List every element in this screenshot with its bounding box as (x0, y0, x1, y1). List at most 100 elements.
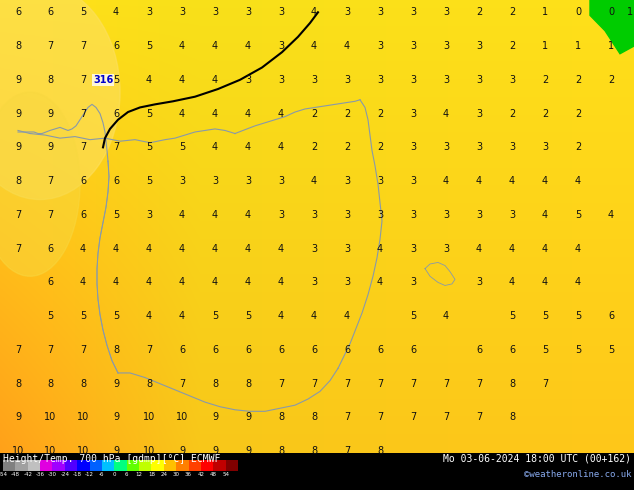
Text: 2: 2 (575, 142, 581, 152)
Text: 3: 3 (179, 7, 185, 17)
Text: 4: 4 (575, 244, 581, 254)
Text: 8: 8 (377, 446, 383, 456)
Text: 10: 10 (44, 446, 56, 456)
Text: 9: 9 (212, 446, 218, 456)
Text: 3: 3 (278, 176, 284, 186)
Text: 3: 3 (278, 7, 284, 17)
Text: 3: 3 (410, 210, 416, 220)
Text: 3: 3 (344, 277, 350, 288)
Text: 3: 3 (377, 75, 383, 85)
Text: 4: 4 (278, 311, 284, 321)
Text: 9: 9 (113, 446, 119, 456)
Text: 7: 7 (344, 446, 350, 456)
Text: 42: 42 (197, 472, 204, 477)
Text: 3: 3 (311, 75, 317, 85)
Text: 3: 3 (410, 142, 416, 152)
Text: 1: 1 (608, 41, 614, 51)
Text: 6: 6 (377, 345, 383, 355)
Text: 4: 4 (278, 142, 284, 152)
Text: 4: 4 (245, 109, 251, 119)
Text: 3: 3 (509, 142, 515, 152)
Ellipse shape (0, 92, 80, 276)
Text: 8: 8 (47, 75, 53, 85)
Text: 5: 5 (542, 311, 548, 321)
Text: 30: 30 (172, 472, 179, 477)
Text: 8: 8 (15, 41, 21, 51)
Text: 9: 9 (47, 109, 53, 119)
Text: 4: 4 (179, 109, 185, 119)
Bar (226, 460, 238, 471)
Bar (77, 460, 89, 471)
Text: -30: -30 (48, 472, 57, 477)
Text: 5: 5 (575, 311, 581, 321)
Text: 0: 0 (608, 7, 614, 17)
Text: 6: 6 (212, 345, 218, 355)
Text: 0: 0 (575, 7, 581, 17)
Text: 7: 7 (15, 210, 21, 220)
Text: 9: 9 (245, 413, 251, 422)
Bar (176, 460, 188, 471)
Bar (65, 460, 77, 471)
Text: 4: 4 (212, 210, 218, 220)
Text: 7: 7 (476, 379, 482, 389)
Text: 7: 7 (377, 413, 383, 422)
Text: 8: 8 (15, 176, 21, 186)
Text: 6: 6 (245, 345, 251, 355)
Text: 4: 4 (245, 41, 251, 51)
Text: 7: 7 (15, 244, 21, 254)
Text: 3: 3 (377, 176, 383, 186)
Text: 0: 0 (113, 472, 116, 477)
Bar (127, 460, 139, 471)
Text: 3: 3 (146, 210, 152, 220)
Text: 3: 3 (443, 210, 449, 220)
Text: 4: 4 (212, 75, 218, 85)
Text: 4: 4 (509, 277, 515, 288)
Text: 2: 2 (377, 142, 383, 152)
Text: 18: 18 (148, 472, 155, 477)
Text: 5: 5 (146, 142, 152, 152)
Text: 5: 5 (113, 75, 119, 85)
Text: 2: 2 (542, 75, 548, 85)
Text: 4: 4 (542, 244, 548, 254)
Bar (15, 460, 28, 471)
Text: 4: 4 (80, 244, 86, 254)
Text: 2: 2 (344, 109, 350, 119)
Text: 8: 8 (278, 413, 284, 422)
Text: 4: 4 (608, 210, 614, 220)
Text: 4: 4 (113, 277, 119, 288)
Text: 1: 1 (542, 41, 548, 51)
Text: 5: 5 (509, 311, 515, 321)
Text: 4: 4 (575, 277, 581, 288)
Text: 8: 8 (509, 413, 515, 422)
Text: 3: 3 (443, 142, 449, 152)
Text: 2: 2 (542, 109, 548, 119)
Text: 4: 4 (311, 7, 317, 17)
Text: 3: 3 (443, 41, 449, 51)
Text: 3: 3 (311, 210, 317, 220)
Text: 7: 7 (80, 41, 86, 51)
Text: 6: 6 (608, 311, 614, 321)
Text: 4: 4 (245, 210, 251, 220)
Text: -6: -6 (99, 472, 105, 477)
Text: 4: 4 (179, 244, 185, 254)
Text: 8: 8 (212, 379, 218, 389)
Text: 7: 7 (80, 345, 86, 355)
Text: 3: 3 (245, 7, 251, 17)
Text: 5: 5 (542, 345, 548, 355)
Text: 6: 6 (80, 210, 86, 220)
Text: 9: 9 (15, 142, 21, 152)
Text: 7: 7 (410, 413, 416, 422)
Text: 3: 3 (344, 75, 350, 85)
Text: 3: 3 (377, 7, 383, 17)
Text: 4: 4 (212, 244, 218, 254)
Text: 4: 4 (212, 41, 218, 51)
Text: 3: 3 (311, 244, 317, 254)
Bar (164, 460, 176, 471)
Text: 3: 3 (476, 210, 482, 220)
Text: 3: 3 (377, 41, 383, 51)
Text: 10: 10 (143, 413, 155, 422)
Text: 2: 2 (509, 41, 515, 51)
Text: 5: 5 (410, 311, 416, 321)
Text: 8: 8 (245, 379, 251, 389)
Text: 10: 10 (12, 446, 24, 456)
